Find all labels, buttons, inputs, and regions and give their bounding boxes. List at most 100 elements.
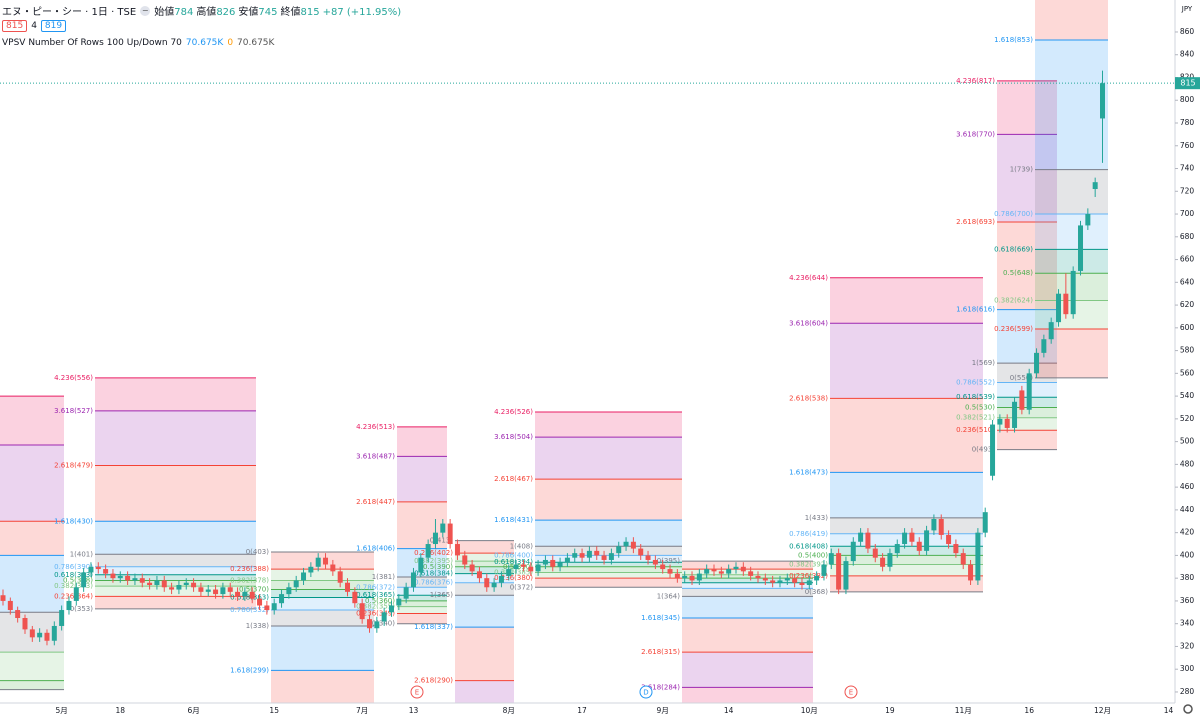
fib-label: 0.5(390) xyxy=(423,563,453,571)
x-tick-label: 13 xyxy=(409,706,419,715)
fib-band xyxy=(535,562,682,567)
candle-body xyxy=(748,571,754,576)
candle-body xyxy=(0,595,6,601)
candle-body xyxy=(726,569,732,574)
indicator-value: 70.675K xyxy=(237,38,275,48)
fib-label: 1.618(430) xyxy=(54,517,93,525)
fib-label: 0(403) xyxy=(246,548,270,556)
candle-body xyxy=(198,587,204,592)
fib-label: 0.786(400) xyxy=(494,551,533,559)
event-marker[interactable]: E xyxy=(844,685,858,699)
event-marker[interactable]: E xyxy=(410,685,424,699)
y-tick-label: 680 xyxy=(1180,232,1195,241)
candle-body xyxy=(176,584,182,590)
event-marker[interactable]: D xyxy=(639,685,653,699)
fib-band xyxy=(95,521,256,555)
x-tick-label: 19 xyxy=(885,706,895,715)
fib-label: 0.786(352) xyxy=(230,606,269,614)
fib-band xyxy=(271,670,374,703)
candle-body xyxy=(770,580,776,583)
fib-label: 1.618(473) xyxy=(789,468,828,476)
fib-label: 0.382(395) xyxy=(414,557,453,565)
candle-body xyxy=(410,572,416,588)
candle-body xyxy=(462,555,468,565)
fib-band xyxy=(397,613,447,624)
y-tick-label: 520 xyxy=(1180,414,1195,423)
y-tick-label: 720 xyxy=(1180,186,1195,195)
fib-label: 2.618(290) xyxy=(414,677,453,685)
fib-label: 0.236(402) xyxy=(414,549,453,557)
candle-body xyxy=(447,523,453,545)
fib-band xyxy=(271,610,374,626)
candle-body xyxy=(454,544,460,556)
candle-body xyxy=(330,564,336,572)
candle-body xyxy=(1085,214,1091,226)
fib-label: 0.5(360) xyxy=(365,597,395,605)
candle-body xyxy=(513,564,519,570)
fib-band xyxy=(455,595,514,628)
candle-body xyxy=(953,544,959,554)
fib-band xyxy=(682,582,813,589)
candle-body xyxy=(975,532,981,581)
y-tick-label: 360 xyxy=(1180,596,1195,605)
settings-button[interactable] xyxy=(1183,704,1193,714)
fib-label: 2.618(479) xyxy=(54,462,93,470)
fib-band xyxy=(271,625,374,671)
fib-label: 0.236(388) xyxy=(230,565,269,573)
fib-band xyxy=(1035,249,1108,274)
fib-band xyxy=(682,652,813,688)
collapse-button[interactable]: − xyxy=(140,5,151,16)
candle-body xyxy=(1100,83,1105,119)
fib-label: 2.618(538) xyxy=(789,394,828,402)
candle-body xyxy=(806,580,812,585)
candle-body xyxy=(271,603,277,611)
candle-body xyxy=(858,532,864,542)
indicator-name[interactable]: VPSV Number Of Rows 100 Up/Down 70 xyxy=(2,38,182,48)
candle-body xyxy=(315,557,321,567)
candle-body xyxy=(579,553,585,558)
candle-body xyxy=(73,587,79,601)
fib-band xyxy=(682,569,813,575)
candle-body xyxy=(139,578,145,583)
bid[interactable]: 815 xyxy=(2,20,28,32)
fib-label: 1(381) xyxy=(372,573,396,581)
candle-body xyxy=(388,605,394,613)
fib-label: 0.382(378) xyxy=(230,576,269,584)
fib-band xyxy=(535,578,682,588)
change: +87 (+11.95%) xyxy=(322,7,402,18)
quote-row: 815 4 819 xyxy=(2,20,67,32)
fib-band xyxy=(535,520,682,547)
candle-body xyxy=(850,541,856,562)
fib-label: 1(338) xyxy=(246,622,270,630)
fib-band xyxy=(535,566,682,573)
y-tick-label: 300 xyxy=(1180,664,1195,673)
fib-band xyxy=(397,600,447,607)
candle-body xyxy=(432,532,438,545)
symbol[interactable]: エヌ・ピー・シー · 1日 · TSE xyxy=(2,7,137,18)
candle-body xyxy=(1034,352,1040,374)
fib-band xyxy=(0,652,64,681)
fib-label: 0.236(364) xyxy=(54,592,93,600)
time-axis xyxy=(0,703,1175,716)
fib-label: 0.786(376) xyxy=(414,579,453,587)
legend-value: 815 xyxy=(300,7,320,18)
fib-band xyxy=(271,580,374,590)
candle-body xyxy=(630,541,636,549)
candle-body xyxy=(59,610,65,626)
fib-label: 1.618(299) xyxy=(230,666,269,674)
candle-body xyxy=(733,566,739,570)
fib-band xyxy=(830,555,983,565)
y-tick-label: 440 xyxy=(1180,505,1195,514)
fib-label: 0.618(384) xyxy=(414,570,453,578)
fib-band xyxy=(271,589,374,598)
x-tick-label: 10月 xyxy=(801,706,818,715)
y-tick-label: 320 xyxy=(1180,641,1195,650)
candle-body xyxy=(498,575,504,583)
y-tick-label: 860 xyxy=(1180,27,1195,36)
candle-body xyxy=(755,575,761,579)
fib-label: 0.618(669) xyxy=(994,245,1033,253)
fib-label: 3.618(487) xyxy=(356,452,395,460)
x-tick-label: 9月 xyxy=(657,706,669,715)
ask[interactable]: 819 xyxy=(40,20,67,32)
fib-label: 0(368) xyxy=(805,588,829,596)
